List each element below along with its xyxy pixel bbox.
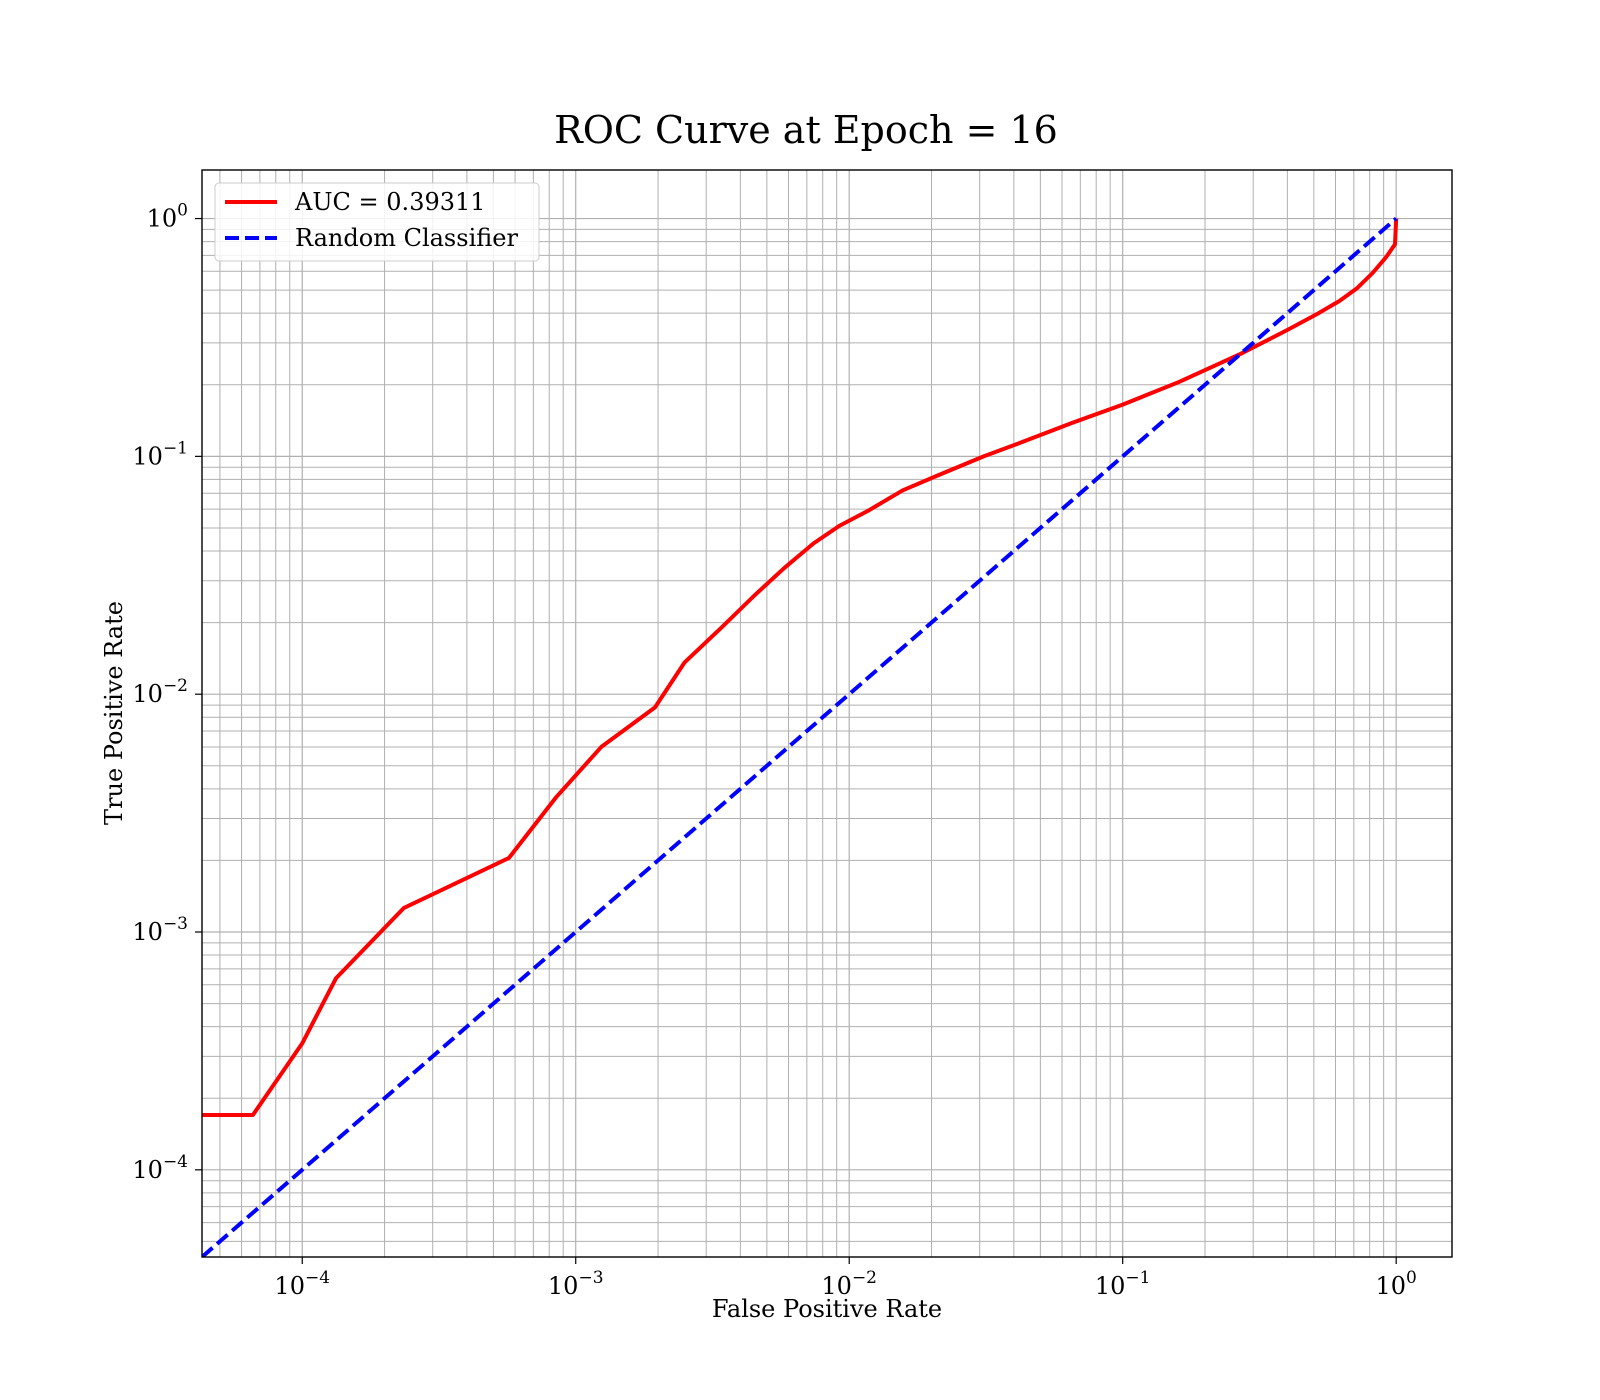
x-tick-label: 10−4	[274, 1268, 330, 1300]
series-line-0	[202, 218, 1399, 1117]
legend-label-auc: AUC = 0.39311	[294, 188, 486, 216]
legend-box	[214, 182, 540, 262]
plot-frame	[201, 169, 1453, 1258]
x-axis-label: False Positive Rate	[712, 1295, 942, 1323]
y-tick-label: 100	[147, 201, 188, 233]
series-line-1	[202, 216, 1398, 1257]
x-tick-label: 10−3	[548, 1268, 604, 1300]
x-tick-label: 10−1	[1095, 1268, 1151, 1300]
y-axis-label: True Positive Rate	[100, 601, 128, 825]
series-layer	[202, 216, 1399, 1257]
x-tick-labels: 10−4 10−3 10−2 10−1 100	[274, 1257, 1417, 1300]
grid	[202, 170, 1452, 1257]
y-tick-labels: 10−4 10−3 10−2 10−1 100	[132, 201, 202, 1184]
y-tick-label: 10−3	[132, 914, 188, 946]
legend-label-random: Random Classifier	[295, 224, 518, 252]
y-tick-label: 10−1	[132, 438, 188, 470]
y-tick-label: 10−2	[132, 676, 188, 708]
x-tick-label: 100	[1375, 1268, 1416, 1300]
x-tick-label: 10−2	[821, 1268, 877, 1300]
chart-title: ROC Curve at Epoch = 16	[554, 108, 1058, 152]
y-tick-label: 10−4	[132, 1152, 188, 1184]
legend: AUC = 0.39311 Random Classifier	[214, 182, 540, 262]
